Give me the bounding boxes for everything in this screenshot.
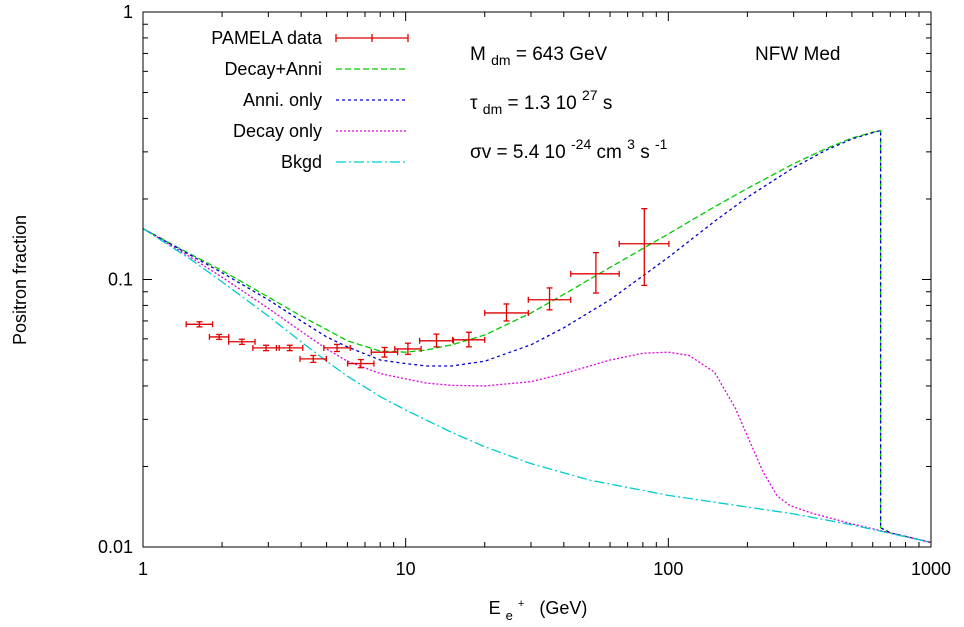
annotation-mass: M dm = 643 GeV [470,44,608,70]
annotation-tau: τ dm = 1.3 10 27 s [470,84,612,119]
series-line-decay-only [142,228,932,544]
annotation-sigmav-mid2: s [640,142,650,163]
annotation-mass-value: = 643 GeV [516,44,608,65]
data-point [252,344,280,352]
data-point [370,346,399,358]
x-tick-label: 1 [138,559,148,579]
legend-swatch [335,34,409,42]
annotation-tau-unit: s [603,93,613,114]
annotation-sigmav-exp1: -24 [571,136,591,152]
x-axis-title-main: E [489,598,501,618]
data-point [418,333,455,348]
data-point [299,354,328,364]
data-point [208,333,230,341]
legend-label: Decay only [233,121,322,141]
annotation-profile: NFW Med [755,44,841,65]
series-line-anni-only [142,130,932,544]
ticks [142,12,931,548]
data-point [323,343,351,353]
y-axis-title: Positron fraction [10,215,30,345]
x-tick-label: 10 [396,559,416,579]
data-point [185,321,214,328]
legend-item: Anni. only [243,90,408,110]
x-tick-label: 100 [653,559,683,579]
legend-item: Bkgd [281,152,408,172]
annotation-sigmav-exp2: 3 [627,136,635,152]
annotation-tau-sym: τ [470,93,478,114]
data-points [185,208,670,369]
legend-label: Anni. only [243,90,322,110]
y-tick-label: 0.01 [98,537,133,557]
data-point [275,344,304,352]
annotation-mass-sub: dm [491,52,510,68]
annotation-mass-sym: M [470,44,486,65]
data-point [570,252,620,294]
annotation-tau-exp: 27 [582,87,598,103]
annotation-tau-sub: dm [483,101,502,117]
x-axis-title-sub: e [506,608,513,623]
x-axis-title: E e + (GeV) [489,591,588,624]
data-point [484,303,529,322]
x-tick-label: 1000 [911,559,951,579]
series-line-decay-anni [142,130,932,544]
annotation-sigmav: σv = 5.4 10 -24 cm 3 s -1 [470,133,668,163]
data-point [394,342,422,356]
annotation-sigmav-exp3: -1 [655,136,668,152]
legend-label: Decay+Anni [224,59,322,79]
y-tick-label: 0.1 [108,270,133,290]
data-point [618,208,670,287]
x-axis-title-sup: + [518,598,524,610]
data-point [228,338,256,346]
legend-label: Bkgd [281,152,322,172]
data-point [527,287,572,311]
data-point [346,358,375,369]
legend-item: Decay only [233,121,408,141]
legend-item: PAMELA data [211,28,409,48]
legend: PAMELA data Decay+Anni Anni. only Decay onl… [211,28,409,172]
legend-item: Decay+Anni [224,59,408,79]
annotation-tau-value: = 1.3 10 [508,93,577,114]
data-point [452,331,486,348]
y-tick-label: 1 [123,2,133,22]
tick-labels: 1 10 100 1000 0.01 0.1 1 [98,2,951,579]
series-line-bkgd [142,228,932,544]
annotation-sigmav-mid: cm [597,142,622,163]
legend-label: PAMELA data [211,28,323,48]
annotation-sigmav-sym: σv = 5.4 10 [470,142,566,163]
plot-lines [142,130,932,544]
x-axis-title-unit: (GeV) [539,598,587,618]
